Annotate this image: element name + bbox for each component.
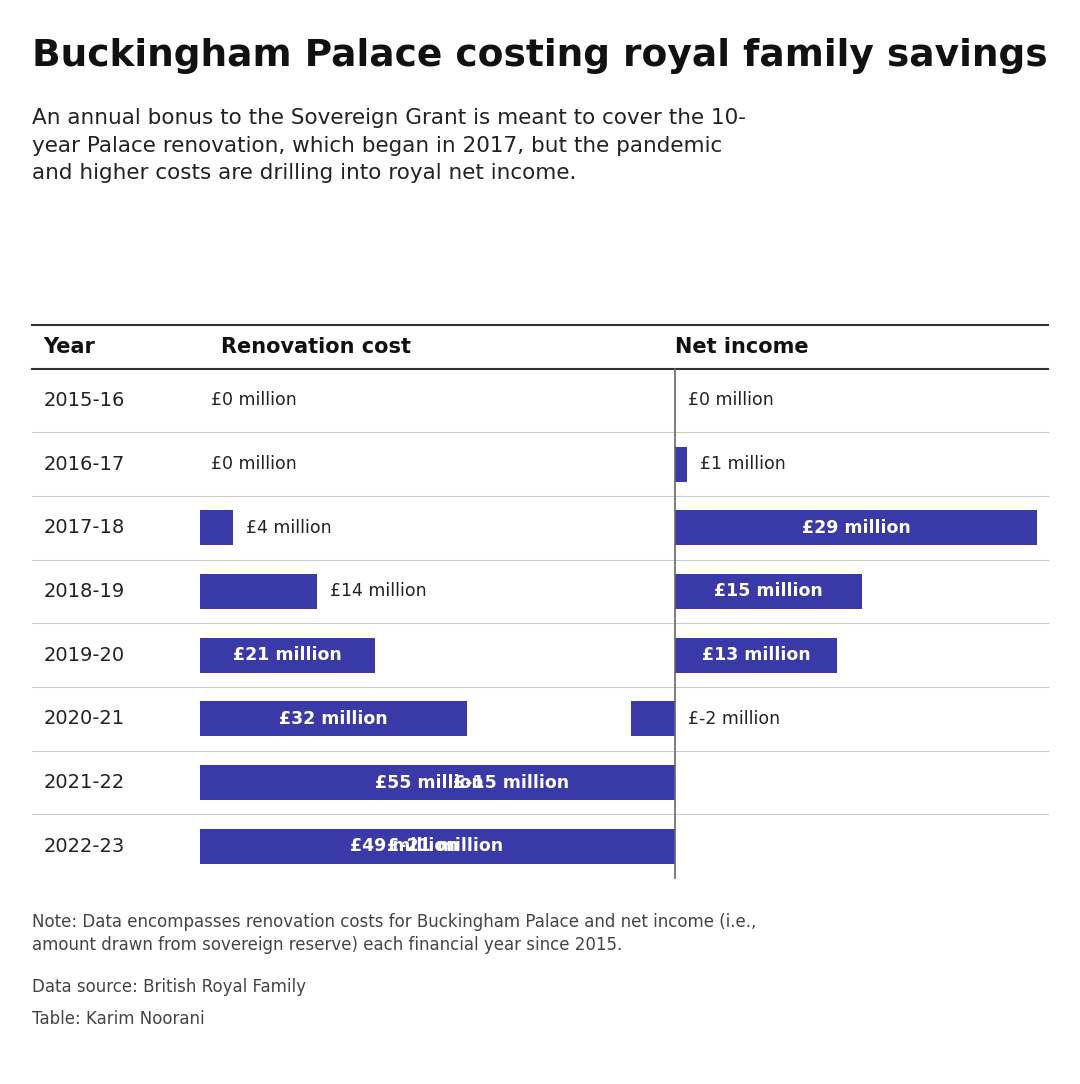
Text: £4 million: £4 million [246, 519, 332, 537]
Text: £14 million: £14 million [329, 582, 427, 601]
Text: 2019-20: 2019-20 [43, 646, 124, 664]
Text: £21 million: £21 million [233, 646, 341, 664]
Text: £32 million: £32 million [279, 710, 388, 727]
Text: £0 million: £0 million [211, 455, 296, 473]
Bar [200, 573, 316, 609]
Bar [200, 765, 659, 800]
Bar [200, 701, 467, 736]
Bar [632, 701, 675, 736]
Bar [675, 573, 862, 609]
Bar [200, 828, 609, 864]
Text: 2021-22: 2021-22 [43, 773, 124, 792]
Text: £-15 million: £-15 million [453, 774, 569, 791]
Text: £55 million: £55 million [375, 774, 484, 791]
Text: £1 million: £1 million [701, 455, 786, 473]
Text: £13 million: £13 million [702, 646, 810, 664]
Text: 2017-18: 2017-18 [43, 518, 124, 538]
Text: 2018-19: 2018-19 [43, 582, 124, 601]
Text: Data source: British Royal Family: Data source: British Royal Family [32, 978, 307, 996]
Bar [675, 511, 1037, 545]
Text: £0 million: £0 million [688, 391, 773, 410]
Text: Year: Year [43, 337, 95, 357]
Text: 2020-21: 2020-21 [43, 709, 124, 728]
Bar [216, 828, 675, 864]
Bar [200, 511, 233, 545]
Text: Note: Data encompasses renovation costs for Buckingham Palace and net income (i.: Note: Data encompasses renovation costs … [32, 913, 757, 954]
Text: £-2 million: £-2 million [688, 710, 780, 727]
Text: £0 million: £0 million [211, 391, 296, 410]
Text: £49 million: £49 million [350, 837, 459, 855]
Text: £15 million: £15 million [714, 582, 823, 601]
Text: Buckingham Palace costing royal family savings: Buckingham Palace costing royal family s… [32, 38, 1048, 74]
Bar [347, 765, 675, 800]
Text: An annual bonus to the Sovereign Grant is meant to cover the 10-
year Palace ren: An annual bonus to the Sovereign Grant i… [32, 108, 746, 183]
Text: Renovation cost: Renovation cost [221, 337, 411, 357]
Text: 2016-17: 2016-17 [43, 454, 124, 474]
Text: £-21 million: £-21 million [388, 837, 503, 855]
Text: Table: Karim Noorani: Table: Karim Noorani [32, 1010, 205, 1029]
Text: Net income: Net income [675, 337, 809, 357]
Text: 2022-23: 2022-23 [43, 837, 124, 855]
Text: £29 million: £29 million [801, 519, 910, 537]
Bar [675, 637, 837, 673]
Bar [200, 637, 375, 673]
Text: 2015-16: 2015-16 [43, 391, 124, 410]
Bar [675, 447, 688, 481]
